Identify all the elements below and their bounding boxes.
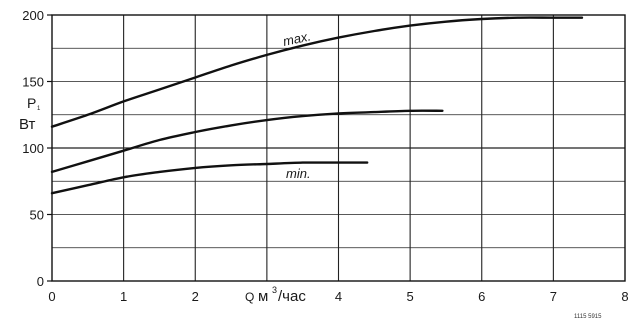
x-axis-symbol: Q <box>245 290 254 304</box>
x-tick-label-7: 7 <box>550 289 557 304</box>
y-tick-label-1: 50 <box>30 208 44 223</box>
x-tick-label-8: 8 <box>621 289 628 304</box>
series-line-1 <box>50 109 444 174</box>
y-axis-symbol: P <box>27 95 36 111</box>
annotation-min: min. <box>286 166 311 181</box>
tick-labels: 0 50 100 150 200 0 1 2 4 5 6 7 8 <box>22 8 628 304</box>
y-tick-label-3: 150 <box>22 75 44 90</box>
annotation-max: max. <box>282 28 313 49</box>
series-group <box>50 16 584 195</box>
x-tick-label-4: 4 <box>335 289 342 304</box>
y-tick-label-4: 200 <box>22 8 44 23</box>
x-tick-label-1: 1 <box>120 289 127 304</box>
x-axis-unit-tail: /час <box>278 288 306 305</box>
x-tick-label-2: 2 <box>192 289 199 304</box>
x-tick-label-0: 0 <box>48 289 55 304</box>
x-tick-label-5: 5 <box>407 289 414 304</box>
x-axis-unit-superscript: 3 <box>272 285 277 295</box>
y-tick-label-0: 0 <box>37 274 44 289</box>
figure-code: 1115 5915 <box>574 314 602 320</box>
y-axis-unit: Вт <box>19 116 36 133</box>
x-tick-label-6: 6 <box>478 289 485 304</box>
x-axis-unit: м <box>258 288 268 305</box>
series-line-2 <box>50 161 369 195</box>
series-line-0 <box>50 16 584 128</box>
y-tick-label-2: 100 <box>22 141 44 156</box>
grid <box>52 15 625 281</box>
y-axis-symbol-subscript: 1 <box>37 106 41 112</box>
axes <box>47 14 626 282</box>
